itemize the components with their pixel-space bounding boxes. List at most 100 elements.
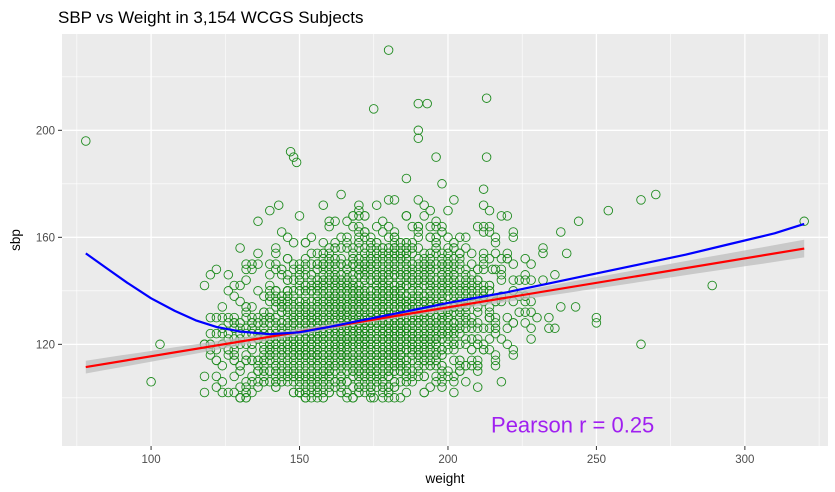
data-point (312, 382, 323, 392)
data-point (437, 328, 447, 339)
data-point (472, 366, 483, 376)
data-point (318, 334, 329, 344)
data-point (360, 360, 370, 371)
data-point (389, 291, 400, 301)
data-point (419, 355, 429, 366)
data-point (389, 237, 400, 248)
data-point (330, 307, 340, 317)
data-point (282, 366, 293, 376)
data-point (425, 334, 435, 344)
data-point (371, 296, 382, 307)
data-point (407, 243, 418, 253)
data-point (348, 344, 358, 355)
data-point (431, 318, 441, 328)
data-point (360, 232, 370, 243)
data-point (324, 339, 334, 350)
data-point (300, 237, 311, 248)
data-point (342, 366, 352, 376)
data-point (348, 366, 358, 376)
data-point (366, 382, 376, 392)
data-point (294, 366, 305, 376)
data-point (336, 382, 346, 392)
data-point (366, 360, 376, 371)
data-point (389, 355, 400, 366)
data-point (478, 344, 489, 355)
data-point (300, 382, 311, 392)
data-point (389, 344, 400, 355)
data-point (241, 275, 251, 285)
data-point (330, 259, 340, 269)
data-point (526, 334, 536, 344)
data-point (348, 302, 358, 312)
data-point (395, 291, 406, 301)
data-point (425, 232, 435, 243)
data-point (324, 334, 334, 344)
data-point (342, 216, 352, 227)
data-point (330, 328, 340, 339)
data-point (401, 211, 412, 221)
data-point (371, 270, 382, 280)
data-point (294, 259, 305, 269)
data-point (342, 275, 352, 285)
data-point (377, 264, 388, 275)
data-point (282, 339, 293, 350)
data-point (324, 286, 334, 296)
data-point (306, 307, 317, 317)
data-point (336, 344, 346, 355)
data-point (461, 286, 471, 296)
data-point (478, 227, 489, 237)
data-point (288, 152, 299, 162)
data-point (377, 216, 388, 227)
data-point (312, 339, 323, 350)
data-point (431, 350, 441, 360)
data-point (383, 264, 394, 275)
data-point (354, 280, 364, 291)
data-point (371, 355, 382, 366)
data-point (449, 259, 459, 269)
data-point (371, 344, 382, 355)
data-point (271, 243, 281, 253)
data-point (431, 216, 441, 227)
data-point (383, 253, 394, 264)
data-point (306, 339, 317, 350)
data-point (306, 280, 317, 291)
data-point (360, 387, 370, 398)
data-point (449, 264, 459, 275)
data-point (366, 248, 376, 259)
data-point (271, 371, 281, 382)
data-point (425, 328, 435, 339)
data-point (294, 377, 305, 387)
data-point (324, 312, 334, 323)
data-point (276, 377, 287, 387)
data-point (389, 377, 400, 387)
data-point (288, 318, 299, 328)
data-point (360, 296, 370, 307)
data-point (425, 382, 435, 392)
data-point (294, 286, 305, 296)
data-point (461, 339, 471, 350)
data-point (431, 355, 441, 366)
data-point (282, 360, 293, 371)
data-point (318, 366, 329, 376)
data-point (407, 371, 418, 382)
data-point (437, 360, 447, 371)
data-point (466, 248, 477, 259)
data-point (366, 344, 376, 355)
data-point (383, 291, 394, 301)
data-point (431, 323, 441, 334)
data-point (455, 286, 465, 296)
data-point (288, 360, 299, 371)
data-point (342, 243, 352, 253)
data-point (318, 302, 329, 312)
data-point (550, 323, 560, 334)
data-point (532, 312, 542, 323)
data-point (431, 286, 441, 296)
data-point (455, 232, 465, 243)
data-point (520, 318, 530, 328)
data-point (383, 366, 394, 376)
data-point (265, 296, 275, 307)
data-point (389, 334, 400, 344)
data-point (419, 280, 429, 291)
data-point (241, 387, 251, 398)
data-point (360, 328, 370, 339)
